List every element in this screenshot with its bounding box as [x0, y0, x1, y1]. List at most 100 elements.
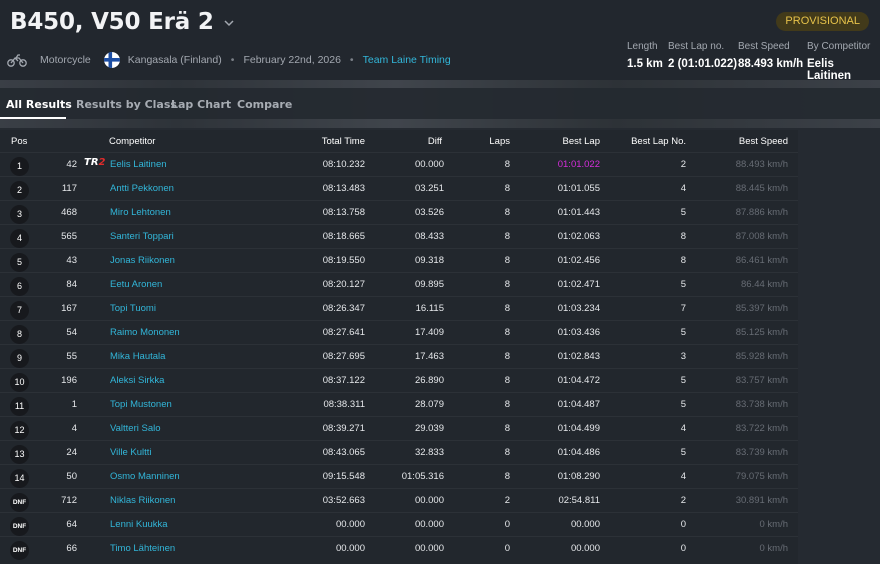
tab-results-by-class[interactable]: Results by Class	[76, 98, 177, 111]
table-row[interactable]: DNF 66 Timo Lähteinen 00.000 00.000 0 00.000 0 0…	[0, 536, 798, 560]
table-row[interactable]: 9 55 Mika Hautala 08:27.695 17.463 8 01:02.843…	[0, 344, 798, 368]
table-row[interactable]: 7 167 Topi Tuomi 08:26.347 16.115 8 01:03.234 7…	[0, 296, 798, 320]
competitor-link[interactable]: Aleksi Sirkka	[110, 375, 165, 386]
stat-label: Best Lap no.	[668, 41, 725, 52]
time-diff: 17.463	[414, 351, 444, 362]
time-diff: 00.000	[414, 543, 444, 554]
position-badge: 14	[10, 469, 29, 488]
best-speed: 85.397 km/h	[735, 303, 788, 314]
tab-all-results[interactable]: All Results	[6, 98, 72, 111]
table-row[interactable]: 3 468 Miro Lehtonen 08:13.758 03.526 8 01:01.4…	[0, 200, 798, 224]
position-badge: DNF	[10, 493, 29, 512]
chevron-down-icon[interactable]	[223, 17, 235, 29]
competitor-link[interactable]: Lenni Kuukka	[110, 519, 168, 530]
best-speed: 85.125 km/h	[735, 327, 788, 338]
best-speed: 87.008 km/h	[735, 231, 788, 242]
table-row[interactable]: 12 4 Valtteri Salo 08:39.271 29.039 8 01:04.49…	[0, 416, 798, 440]
tab-compare[interactable]: Compare	[237, 98, 293, 111]
position-badge: 8	[10, 325, 29, 344]
table-row[interactable]: 4 565 Santeri Toppari 08:18.665 08.433 8 01:02…	[0, 224, 798, 248]
competitor-link[interactable]: Eelis Laitinen	[110, 159, 167, 170]
table-row[interactable]: 11 1 Topi Mustonen 08:38.311 28.079 8 01:04.48…	[0, 392, 798, 416]
position-badge: 1	[10, 157, 29, 176]
column-header-best-speed[interactable]: Best Speed	[738, 136, 788, 147]
column-header-competitor[interactable]: Competitor	[109, 136, 156, 147]
time-diff: 08.433	[414, 231, 444, 242]
best-lap-number: 7	[680, 303, 686, 314]
competitor-link[interactable]: Jonas Riikonen	[110, 255, 175, 266]
competitor-link[interactable]: Eetu Aronen	[110, 279, 163, 290]
tab-lap-chart[interactable]: Lap Chart	[171, 98, 232, 111]
best-lap-time: 01:04.472	[557, 375, 600, 386]
laps-count: 8	[504, 183, 510, 194]
competitor-link[interactable]: Topi Tuomi	[110, 303, 156, 314]
total-time: 08:38.311	[323, 399, 365, 410]
total-time: 08:27.641	[322, 327, 365, 338]
competitor-link[interactable]: Valtteri Salo	[110, 423, 161, 434]
competitor-link[interactable]: Ville Kultti	[110, 447, 152, 458]
competitor-link[interactable]: Osmo Manninen	[110, 471, 180, 482]
finland-flag-icon	[103, 52, 120, 68]
stat-label: Best Speed	[738, 41, 790, 52]
table-row[interactable]: DNF 712 Niklas Riikonen 03:52.663 00.000 2 02:…	[0, 488, 798, 512]
best-lap-number: 8	[680, 255, 686, 266]
table-row[interactable]: 1 42 Eelis Laitinen 08:10.232 00.000 8 01:01.0…	[0, 152, 798, 176]
table-row[interactable]: 2 117 Antti Pekkonen 08:13.483 03.251 8 01:01.…	[0, 176, 798, 200]
competitor-link[interactable]: Mika Hautala	[110, 351, 166, 362]
table-row[interactable]: 5 43 Jonas Riikonen 08:19.550 09.318 8 01:02.4…	[0, 248, 798, 272]
best-speed: 88.493 km/h	[735, 159, 788, 170]
stat-length: Length 1.5 km	[627, 41, 663, 70]
time-diff: 09.895	[414, 279, 444, 290]
time-diff: 09.318	[414, 255, 444, 266]
position-badge: 6	[10, 277, 29, 296]
time-diff: 01:05.316	[401, 471, 444, 482]
time-diff: 28.079	[414, 399, 444, 410]
best-speed: 88.445 km/h	[735, 183, 788, 194]
competitor-link[interactable]: Niklas Riikonen	[110, 495, 176, 506]
time-diff: 00.000	[414, 159, 444, 170]
organizer-link[interactable]: Team Laine Timing	[362, 54, 451, 66]
table-row[interactable]: 14 50 Osmo Manninen 09:15.548 01:05.316 8 01:0…	[0, 464, 798, 488]
table-row[interactable]: DNF 64 Lenni Kuukka 00.000 00.000 0 00.000 0 0 k…	[0, 512, 798, 536]
table-row[interactable]: 10 196 Aleksi Sirkka 08:37.122 26.890 8 01:04.…	[0, 368, 798, 392]
column-header-pos[interactable]: Pos	[11, 136, 28, 147]
best-lap-number: 4	[680, 183, 686, 194]
race-number: 117	[61, 183, 77, 194]
best-lap-number: 4	[680, 471, 686, 482]
column-header-total-time[interactable]: Total Time	[321, 136, 365, 147]
results-table: Pos Competitor Total Time Diff Laps Best…	[0, 130, 798, 564]
competitor-link[interactable]: Miro Lehtonen	[110, 207, 171, 218]
time-diff: 16.115	[415, 303, 444, 314]
best-speed: 86.44 km/h	[741, 279, 788, 290]
position-badge: 2	[10, 181, 29, 200]
competitor-link[interactable]: Timo Lähteinen	[110, 543, 176, 554]
table-row[interactable]: 8 54 Raimo Mononen 08:27.641 17.409 8 01:03.43…	[0, 320, 798, 344]
best-lap-time: 01:04.487	[557, 399, 600, 410]
stat-label: Length	[627, 41, 658, 52]
competitor-link[interactable]: Antti Pekkonen	[110, 183, 174, 194]
stat-value: 2 (01:01.022)	[668, 58, 738, 70]
race-number: 468	[61, 207, 77, 218]
right-margin	[798, 130, 880, 564]
stat-best-lap-no: Best Lap no. 2 (01:01.022)	[668, 41, 737, 70]
competitor-link[interactable]: Santeri Toppari	[110, 231, 174, 242]
competitor-link[interactable]: Raimo Mononen	[110, 327, 180, 338]
position-badge: 10	[10, 373, 29, 392]
time-diff: 03.526	[414, 207, 444, 218]
position-badge: 4	[10, 229, 29, 248]
race-number: 64	[66, 519, 77, 530]
column-header-best-lap-no[interactable]: Best Lap No.	[631, 136, 686, 147]
competitor-link[interactable]: Topi Mustonen	[110, 399, 172, 410]
column-header-laps[interactable]: Laps	[489, 136, 510, 147]
table-row[interactable]: 6 84 Eetu Aronen 08:20.127 09.895 8 01:02.471 5…	[0, 272, 798, 296]
event-title-selector[interactable]: B450, V50 Erä 2	[10, 9, 235, 35]
total-time: 08:13.483	[322, 183, 365, 194]
column-header-best-lap[interactable]: Best Lap	[562, 136, 601, 147]
best-lap-time: 02:54.811	[558, 495, 600, 506]
best-speed: 83.757 km/h	[735, 375, 788, 386]
column-header-diff[interactable]: Diff	[427, 136, 442, 147]
race-number: 42	[66, 159, 77, 170]
best-lap-time: 01:02.843	[557, 351, 600, 362]
table-row[interactable]: 13 24 Ville Kultti 08:43.065 32.833 8 01:04.48…	[0, 440, 798, 464]
results-tabs: All Results Results by Class Lap Chart C…	[0, 88, 880, 119]
